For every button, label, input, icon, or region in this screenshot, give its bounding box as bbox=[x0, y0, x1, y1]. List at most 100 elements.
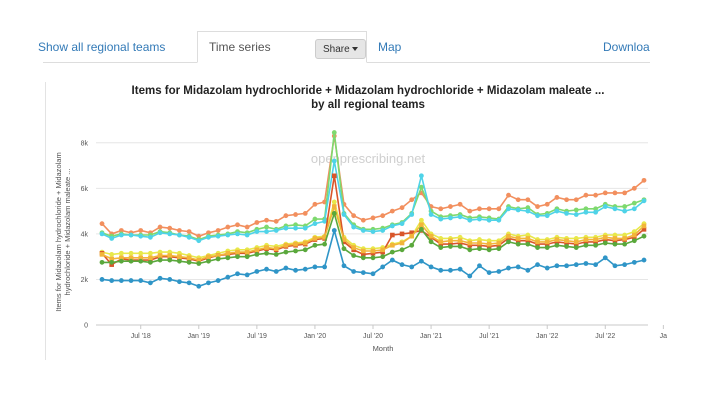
data-point bbox=[254, 229, 260, 235]
data-point bbox=[390, 242, 395, 248]
chart-title-line2: by all regional teams bbox=[311, 99, 425, 111]
data-point bbox=[264, 266, 269, 272]
data-point bbox=[486, 247, 492, 253]
data-point bbox=[535, 245, 540, 250]
data-point bbox=[506, 206, 511, 212]
x-tick-label: Jul '19 bbox=[247, 333, 267, 340]
tab-map[interactable]: Map bbox=[378, 40, 402, 54]
data-point bbox=[283, 225, 289, 231]
data-point bbox=[622, 208, 628, 214]
data-point bbox=[612, 206, 618, 212]
data-point bbox=[360, 270, 366, 276]
data-point bbox=[564, 210, 569, 216]
data-point bbox=[428, 264, 434, 270]
data-point bbox=[109, 251, 115, 257]
tab-show-all-regional-teams[interactable]: Show all regional teams bbox=[38, 40, 166, 54]
x-tick-label: Ja bbox=[660, 333, 668, 340]
data-point bbox=[380, 213, 386, 219]
data-point bbox=[564, 197, 569, 203]
data-point bbox=[293, 212, 298, 217]
data-point bbox=[99, 277, 105, 282]
data-point bbox=[138, 233, 144, 239]
data-point bbox=[215, 256, 221, 262]
data-point bbox=[186, 255, 192, 261]
data-point bbox=[157, 230, 163, 236]
data-point bbox=[177, 254, 182, 259]
data-point bbox=[564, 244, 569, 249]
data-point bbox=[215, 278, 221, 283]
data-point bbox=[225, 232, 231, 238]
data-point bbox=[302, 247, 308, 253]
tab-download[interactable]: Downloa bbox=[603, 40, 650, 54]
data-point bbox=[360, 255, 366, 261]
data-point bbox=[448, 267, 453, 273]
y-tick-label: 4k bbox=[81, 231, 89, 238]
data-point bbox=[302, 210, 308, 216]
data-point bbox=[457, 238, 463, 244]
data-point bbox=[612, 190, 618, 196]
data-point bbox=[573, 245, 579, 250]
data-point bbox=[118, 228, 124, 233]
tab-time-series-label: Time series bbox=[209, 40, 271, 54]
data-point bbox=[225, 255, 231, 261]
data-point bbox=[128, 258, 134, 264]
data-point bbox=[448, 238, 453, 244]
data-point bbox=[99, 252, 105, 257]
data-point bbox=[506, 265, 511, 271]
data-point bbox=[273, 228, 279, 233]
data-point bbox=[467, 240, 473, 246]
data-point bbox=[467, 247, 473, 253]
data-point bbox=[312, 221, 318, 227]
data-point bbox=[128, 278, 134, 283]
data-point bbox=[544, 213, 550, 219]
data-point bbox=[235, 222, 240, 228]
data-point bbox=[515, 264, 521, 270]
data-point bbox=[361, 252, 366, 257]
data-point bbox=[631, 206, 637, 212]
data-point bbox=[341, 263, 347, 269]
data-point bbox=[341, 246, 347, 252]
data-point bbox=[467, 273, 473, 279]
data-point bbox=[380, 247, 385, 253]
chart-frame-edge bbox=[45, 82, 46, 360]
tab-time-series[interactable]: Time series Share bbox=[197, 31, 367, 63]
data-point bbox=[351, 213, 357, 219]
data-point bbox=[428, 239, 434, 245]
data-point bbox=[641, 227, 647, 232]
chart-title-line1: Items for Midazolam hydrochloride + Mida… bbox=[132, 85, 605, 97]
data-point bbox=[564, 263, 569, 269]
data-point bbox=[477, 246, 482, 252]
data-point bbox=[138, 258, 144, 264]
data-point bbox=[138, 228, 144, 233]
data-point bbox=[399, 221, 405, 227]
data-point bbox=[554, 242, 560, 248]
data-point bbox=[409, 264, 415, 270]
data-point bbox=[525, 197, 531, 203]
data-point bbox=[418, 226, 424, 232]
data-point bbox=[331, 228, 337, 233]
share-button[interactable]: Share bbox=[315, 39, 366, 59]
data-point bbox=[264, 224, 269, 230]
data-point bbox=[225, 224, 231, 230]
data-point bbox=[457, 244, 463, 249]
data-point bbox=[196, 283, 202, 289]
data-point bbox=[273, 218, 279, 224]
data-point bbox=[147, 234, 153, 240]
data-point bbox=[612, 263, 618, 269]
data-point bbox=[467, 217, 473, 223]
data-point bbox=[477, 216, 482, 222]
data-point bbox=[264, 250, 269, 256]
data-point bbox=[293, 225, 298, 231]
data-point bbox=[235, 249, 240, 255]
data-point bbox=[535, 239, 540, 245]
data-point bbox=[525, 205, 531, 211]
data-point bbox=[506, 239, 511, 245]
x-tick-label: Jan '20 bbox=[304, 333, 326, 340]
data-point bbox=[147, 280, 153, 286]
x-tick-label: Jul '21 bbox=[479, 333, 499, 340]
data-point bbox=[622, 236, 627, 241]
data-point bbox=[641, 223, 647, 229]
data-point bbox=[360, 217, 366, 223]
data-point bbox=[380, 264, 386, 270]
